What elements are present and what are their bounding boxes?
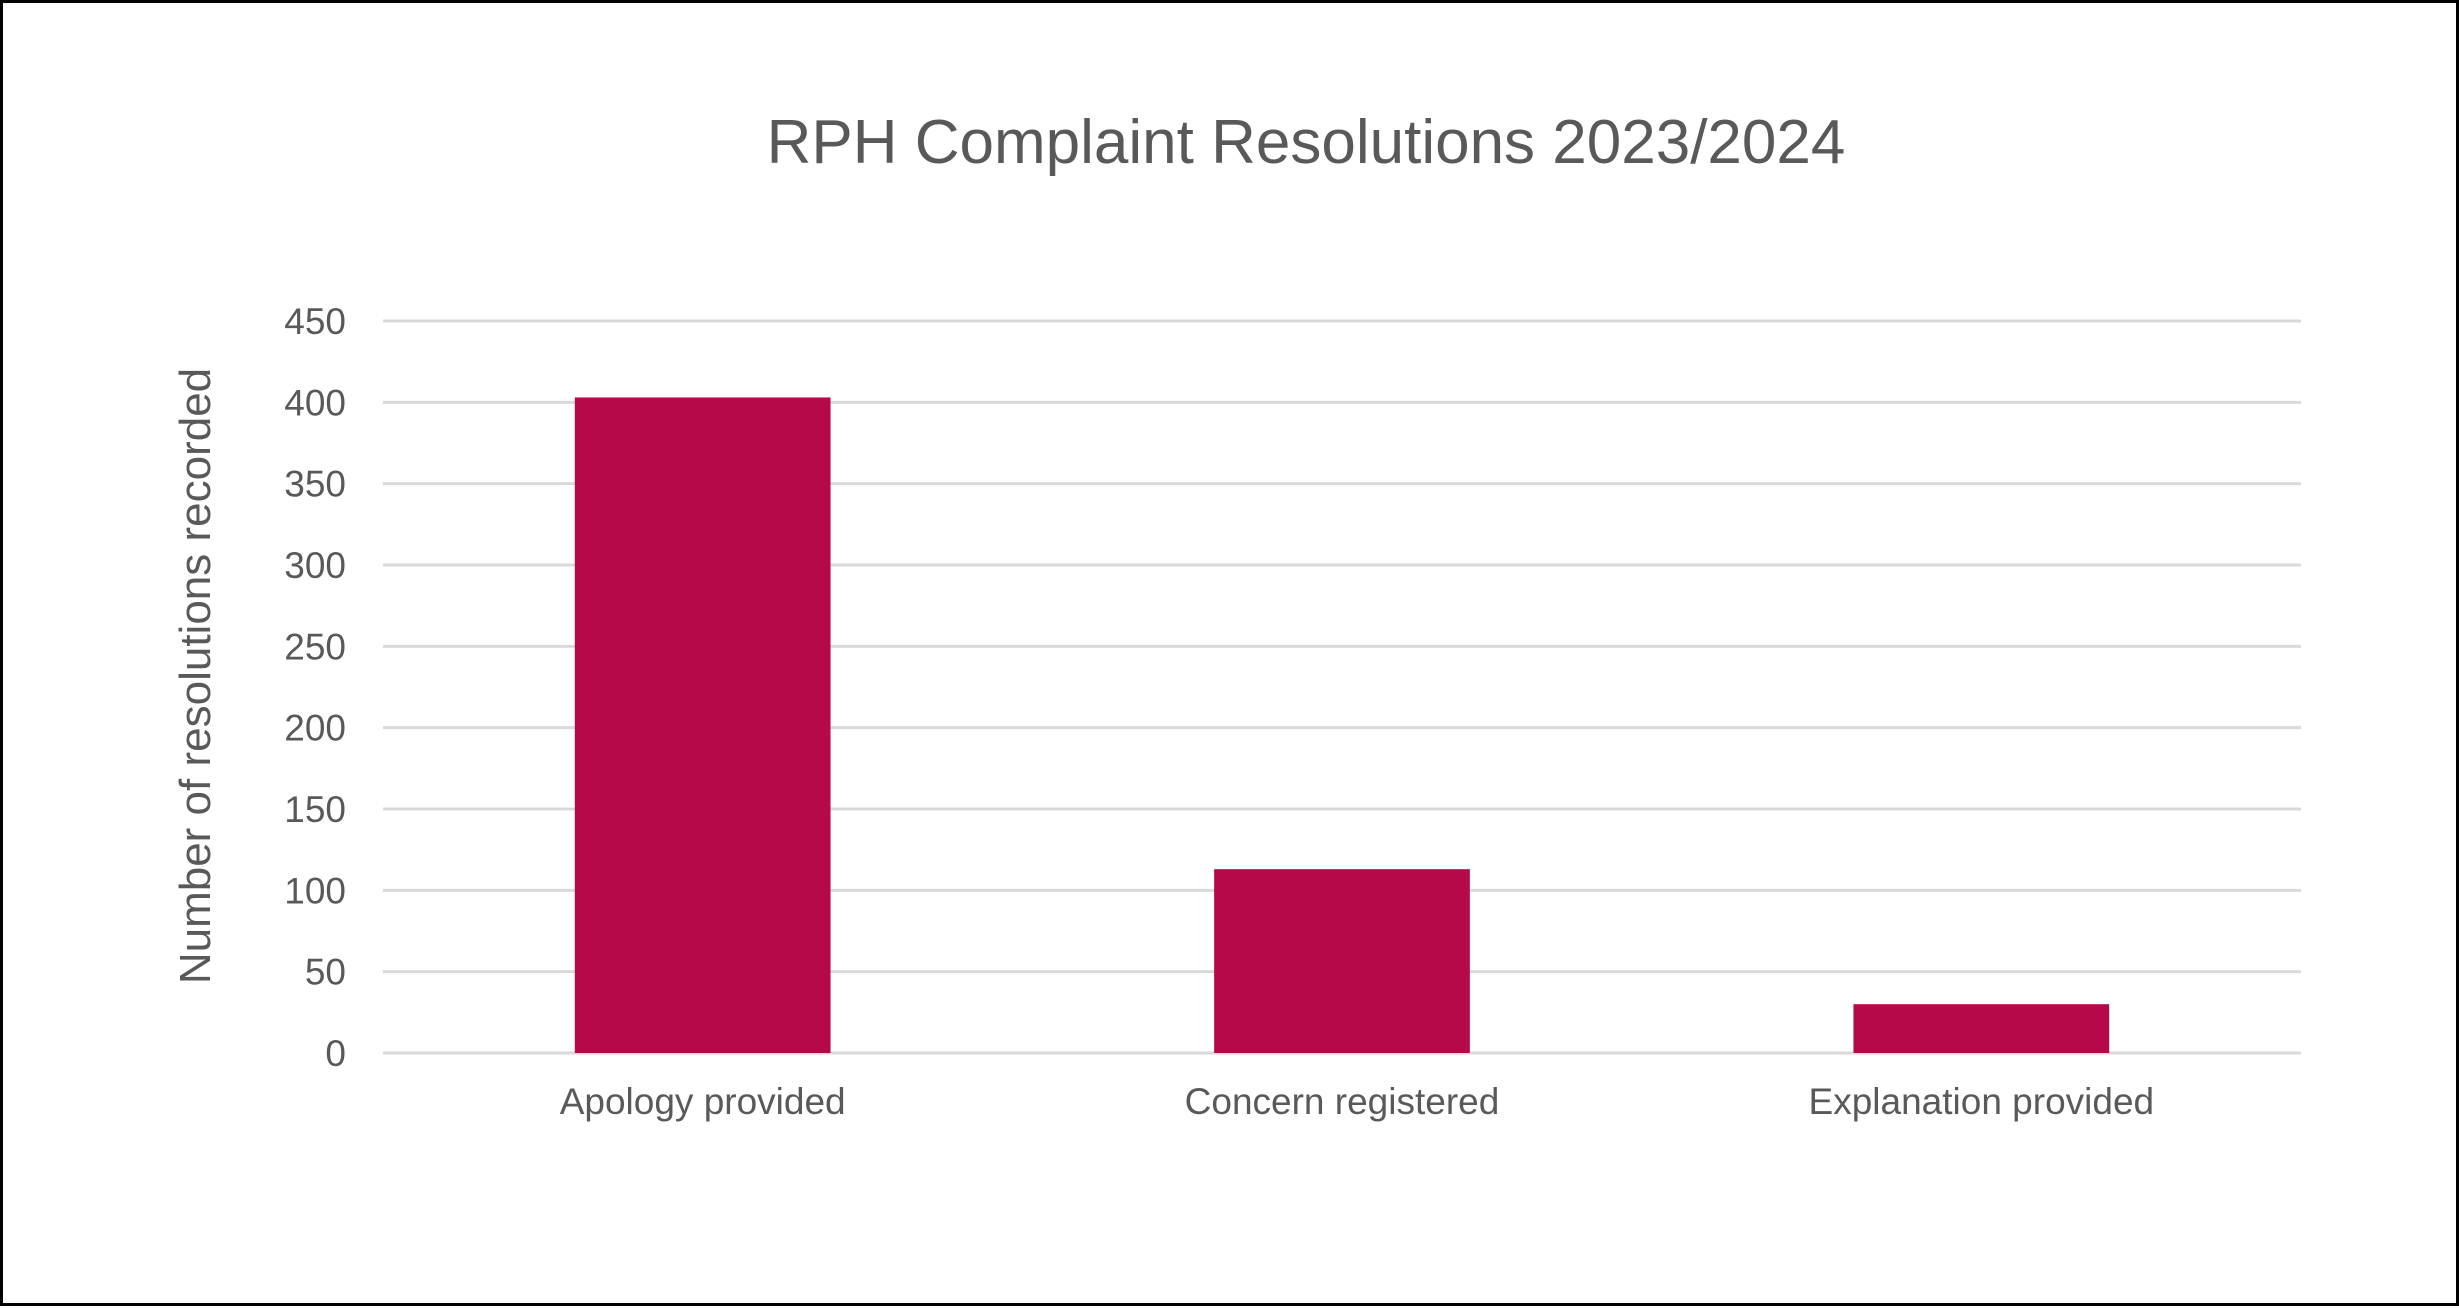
y-tick-label: 350 — [284, 464, 346, 505]
y-axis-title: Number of resolutions recorded — [171, 368, 220, 984]
x-axis-ticks: Apology provided Concern registered Explan… — [560, 1081, 2154, 1122]
bars — [574, 397, 2110, 1053]
bar-concern-registered — [1214, 869, 1470, 1053]
y-tick-label: 0 — [325, 1033, 346, 1074]
chart-title: RPH Complaint Resolutions 2023/2024 — [767, 108, 1846, 177]
y-tick-label: 100 — [284, 870, 346, 911]
bar-apology-provided — [574, 397, 831, 1053]
y-tick-label: 50 — [305, 952, 346, 993]
y-tick-label: 250 — [284, 626, 346, 667]
x-tick-label: Explanation provided — [1809, 1081, 2155, 1122]
y-tick-label: 200 — [284, 708, 346, 749]
y-tick-label: 450 — [284, 301, 346, 342]
x-tick-label: Concern registered — [1185, 1081, 1500, 1122]
bar-explanation-provided — [1853, 1004, 2110, 1053]
y-tick-label: 150 — [284, 789, 346, 830]
x-tick-label: Apology provided — [560, 1081, 846, 1122]
y-axis-ticks: 0 50 100 150 200 250 300 350 400 450 — [284, 301, 346, 1074]
y-tick-label: 400 — [284, 382, 346, 423]
bar-chart: RPH Complaint Resolutions 2023/2024 Numb… — [171, 108, 2301, 1122]
y-tick-label: 300 — [284, 545, 346, 586]
